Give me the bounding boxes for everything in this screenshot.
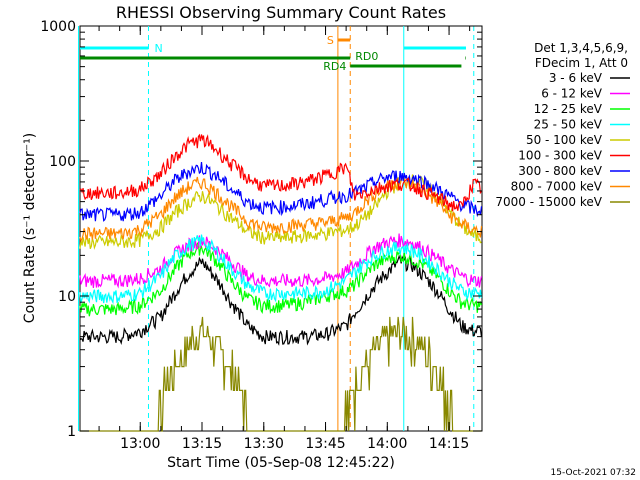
status-bar-rd4-label: RD4 bbox=[323, 60, 346, 73]
legend-label-1: 6 - 12 keV bbox=[541, 87, 603, 101]
legend: Det 1,3,4,5,6,9, FDecim 1, Att 0 3 - 6 k… bbox=[495, 41, 630, 209]
footer-timestamp: 15-Oct-2021 07:32 bbox=[551, 468, 636, 478]
legend-header-line-2: FDecim 1, Att 0 bbox=[535, 56, 628, 70]
legend-label-0: 3 - 6 keV bbox=[549, 71, 603, 85]
y-tick-label-1: 1 bbox=[67, 424, 76, 440]
x-tick-label-14:00: 14:00 bbox=[367, 436, 407, 452]
series-line-800-7000kev bbox=[79, 176, 483, 243]
legend-label-4: 50 - 100 keV bbox=[526, 133, 603, 147]
legend-label-3: 25 - 50 keV bbox=[534, 118, 603, 132]
legend-header-line-1: Det 1,3,4,5,6,9, bbox=[534, 41, 628, 55]
series-line-7000-15000kev bbox=[80, 316, 482, 432]
legend-label-2: 12 - 25 keV bbox=[534, 102, 603, 116]
y-tick-label-100: 100 bbox=[49, 154, 76, 170]
x-tick-label-13:30: 13:30 bbox=[244, 436, 284, 452]
legend-label-6: 300 - 800 keV bbox=[518, 164, 602, 178]
legend-label-8: 7000 - 15000 keV bbox=[495, 195, 602, 209]
y-tick-label-1000: 1000 bbox=[40, 19, 76, 35]
x-tick-label-13:15: 13:15 bbox=[182, 436, 222, 452]
status-bar-n-label: N bbox=[154, 42, 162, 55]
status-bar-rd0-label: RD0 bbox=[355, 50, 378, 63]
x-tick-label-13:45: 13:45 bbox=[305, 436, 345, 452]
x-tick-label-14:15: 14:15 bbox=[429, 436, 469, 452]
y-axis: 1 10 100 1000 bbox=[40, 19, 482, 440]
series-lines bbox=[79, 133, 483, 432]
status-bar-s-label: S bbox=[327, 34, 334, 47]
x-tick-label-13:00: 13:00 bbox=[120, 436, 160, 452]
series-line-300-800kev bbox=[79, 162, 483, 222]
plot-area bbox=[79, 25, 483, 432]
series-line-3-6kev bbox=[79, 254, 483, 346]
legend-label-7: 800 - 7000 keV bbox=[511, 180, 603, 194]
legend-label-5: 100 - 300 keV bbox=[518, 149, 602, 163]
x-axis: 13:00 13:15 13:30 13:45 14:00 14:15 bbox=[98, 26, 471, 452]
y-tick-label-10: 10 bbox=[58, 289, 76, 305]
series-line-100-300kev bbox=[79, 133, 482, 212]
y-axis-label: Count Rate (s⁻¹ detector⁻¹) bbox=[22, 133, 38, 323]
series-line-25-50kev bbox=[79, 234, 483, 305]
status-bars: N S RD0 RD4 bbox=[80, 34, 466, 73]
chart-title: RHESSI Observing Summary Count Rates bbox=[116, 3, 446, 22]
x-axis-label: Start Time (05-Sep-08 12:45:22) bbox=[167, 455, 395, 471]
series-line-12-25kev bbox=[79, 241, 483, 317]
